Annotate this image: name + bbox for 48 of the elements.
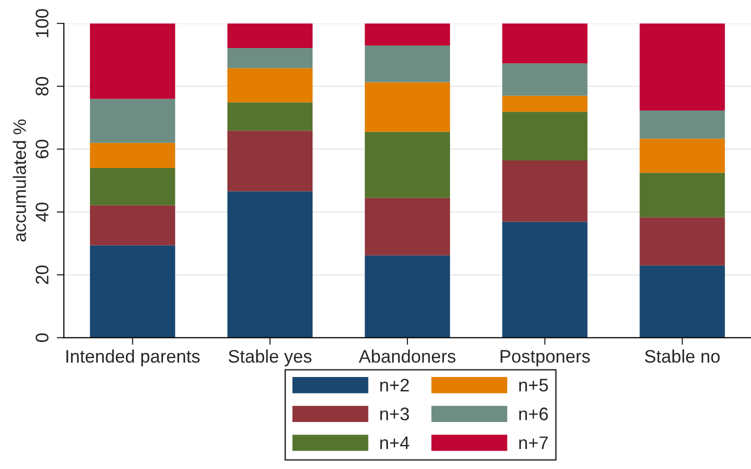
bar	[502, 23, 588, 64]
bar	[90, 245, 176, 338]
x-tick-label: Postponers	[500, 350, 590, 366]
x-tick-label: Abandoners	[358, 349, 456, 363]
bar	[364, 255, 450, 338]
bar	[640, 23, 725, 110]
legend-label: n+3	[380, 408, 409, 420]
x-tick-label: Stable no	[644, 349, 720, 363]
bar	[227, 102, 313, 131]
bar	[502, 160, 588, 222]
y-tick-label: 60	[36, 140, 48, 158]
y-tick-label: 80	[36, 76, 48, 96]
y-tick-label: 0	[36, 333, 48, 342]
legend-label: n+2	[380, 378, 409, 392]
bar	[502, 222, 588, 338]
bar	[90, 98, 176, 143]
bar	[364, 198, 450, 256]
bar	[90, 142, 176, 168]
bar	[90, 205, 176, 246]
y-tick-label: 100	[36, 9, 48, 38]
bar	[640, 217, 725, 266]
legend-label: n+4	[380, 436, 410, 450]
bar	[640, 110, 725, 139]
bar	[227, 48, 313, 68]
legend-label: n+7	[519, 436, 548, 450]
y-tick-label: 40	[36, 202, 48, 222]
y-tick-label: 20	[36, 266, 48, 284]
bar	[640, 172, 725, 218]
x-tick-label: Stable yes	[228, 349, 312, 366]
bar	[640, 138, 725, 173]
legend-label: n+6	[519, 408, 548, 420]
bar	[364, 23, 450, 46]
bar	[502, 63, 588, 96]
bar	[640, 265, 725, 338]
bar	[364, 45, 450, 82]
bar	[227, 130, 313, 192]
bar	[227, 68, 313, 102]
legend-label: n+5	[519, 378, 548, 392]
bar	[364, 82, 450, 132]
bar	[502, 112, 588, 160]
bar	[364, 132, 450, 198]
bar	[502, 96, 588, 112]
bar	[227, 23, 313, 48]
x-tick-label: Intended parents	[66, 349, 200, 366]
bar	[227, 191, 313, 338]
bar	[90, 168, 176, 206]
bar	[90, 23, 176, 99]
y-axis-title: accumulated %	[12, 119, 26, 242]
